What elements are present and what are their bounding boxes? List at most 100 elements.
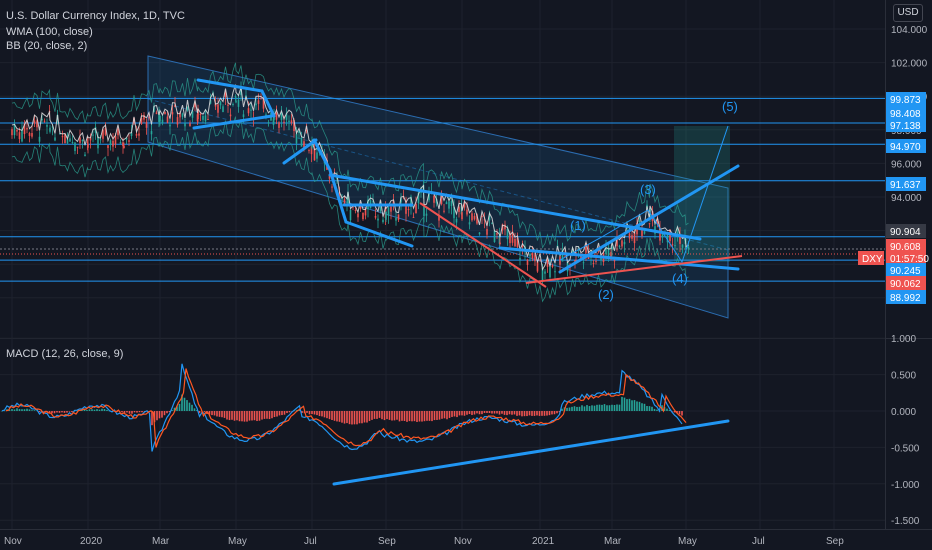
candle-body — [359, 204, 362, 209]
candle-body — [514, 238, 516, 247]
macd-histogram-bar — [436, 411, 438, 420]
candle-body — [486, 229, 488, 235]
candle-body — [11, 129, 13, 136]
time-tick-label: 2021 — [532, 536, 555, 547]
candle-body — [23, 123, 26, 134]
candle-body — [607, 247, 610, 259]
macd-histogram-bar — [121, 411, 123, 413]
macd-histogram-bar — [416, 411, 418, 422]
macd-histogram-bar — [208, 411, 211, 415]
candle-body — [628, 233, 631, 239]
candle-body — [36, 120, 38, 128]
macd-histogram-bar — [231, 411, 233, 420]
macd-histogram-bar — [561, 408, 563, 411]
candle-body — [159, 116, 161, 122]
macd-tick-label: -1.000 — [891, 480, 920, 491]
macd-histogram-bar — [583, 406, 586, 411]
macd-histogram-bar — [218, 411, 221, 417]
candle-body — [155, 112, 158, 114]
macd-histogram-bar — [486, 411, 488, 413]
macd-histogram-bar — [623, 397, 626, 411]
candle-body — [227, 104, 229, 106]
macd-histogram-bar — [43, 411, 46, 412]
time-tick-label: Mar — [152, 536, 170, 547]
macd-histogram-bar — [133, 411, 136, 413]
candle-body — [267, 122, 270, 124]
trendline — [328, 173, 702, 241]
macd-histogram-bar — [308, 411, 311, 415]
macd-histogram-bar — [366, 411, 368, 423]
macd-histogram-bar — [438, 411, 441, 420]
indicator-wma-label[interactable]: WMA (100, close) — [6, 26, 93, 38]
macd-histogram-bar — [161, 411, 163, 418]
candle-body — [463, 202, 466, 208]
time-tick-label: Jul — [304, 536, 317, 547]
macd-histogram-bar — [476, 411, 478, 414]
candle-body — [295, 133, 298, 144]
price-level-text: 98.408 — [890, 109, 921, 120]
macd-histogram-bar — [21, 409, 23, 411]
macd-histogram-bar — [101, 408, 103, 411]
macd-histogram-bar — [391, 411, 393, 421]
macd-histogram-bar — [468, 411, 471, 415]
candle-body — [275, 113, 278, 120]
macd-histogram-bar — [376, 411, 378, 419]
currency-badge[interactable]: USD — [893, 4, 923, 22]
candle-body — [272, 118, 275, 126]
candle-body — [354, 210, 357, 212]
candle-body — [681, 244, 684, 248]
candle-body — [536, 261, 539, 272]
macd-histogram-bar — [13, 409, 16, 411]
macd-histogram-bar — [298, 409, 301, 411]
macd-histogram-bar — [548, 411, 551, 416]
macd-histogram-bar — [478, 411, 481, 415]
candle-body — [633, 232, 636, 244]
macd-histogram-bar — [598, 404, 601, 411]
candle-body — [435, 198, 438, 204]
candle-body — [229, 114, 232, 117]
candle-body — [559, 256, 561, 265]
macd-title[interactable]: MACD (12, 26, close, 9) — [6, 348, 124, 360]
candle-body — [498, 235, 501, 244]
macd-histogram-bar — [188, 402, 191, 411]
macd-histogram-bar — [63, 411, 66, 413]
candle-body — [331, 186, 333, 188]
macd-histogram-bar — [131, 411, 133, 414]
macd-histogram-bar — [321, 411, 323, 417]
macd-histogram-bar — [196, 410, 198, 411]
indicator-bb-label[interactable]: BB (20, close, 2) — [6, 40, 88, 52]
candle-body — [224, 91, 227, 98]
price-level-text: 94.970 — [890, 142, 921, 153]
candle-body — [648, 223, 651, 225]
candle-body — [114, 135, 117, 145]
candle-body — [592, 263, 595, 265]
trendline — [260, 89, 276, 118]
macd-histogram-bar — [373, 411, 376, 419]
candle-body — [623, 241, 626, 245]
macd-histogram-bar — [301, 411, 303, 414]
macd-histogram-bar — [163, 411, 166, 416]
macd-histogram-bar — [181, 394, 183, 411]
candle-body — [455, 218, 458, 223]
macd-histogram-bar — [66, 411, 68, 413]
candle-body — [316, 152, 318, 159]
candle-body — [405, 200, 407, 214]
macd-histogram-bar — [668, 410, 671, 411]
candle-body — [169, 124, 171, 127]
macd-histogram-bar — [536, 411, 538, 416]
candle-body — [674, 245, 676, 247]
candle-body — [685, 246, 687, 249]
candle-body — [539, 259, 541, 261]
macd-histogram-bar — [568, 407, 571, 411]
macd-histogram-bar — [18, 409, 21, 411]
candle-body — [81, 139, 84, 142]
wave-label: (3) — [640, 182, 656, 197]
macd-histogram-bar — [103, 409, 106, 411]
candle-body — [122, 142, 124, 147]
candle-body — [461, 212, 463, 220]
candle-body — [194, 103, 196, 108]
macd-histogram-bar — [413, 411, 416, 422]
candle-body — [551, 265, 554, 267]
candle-body — [176, 117, 179, 125]
